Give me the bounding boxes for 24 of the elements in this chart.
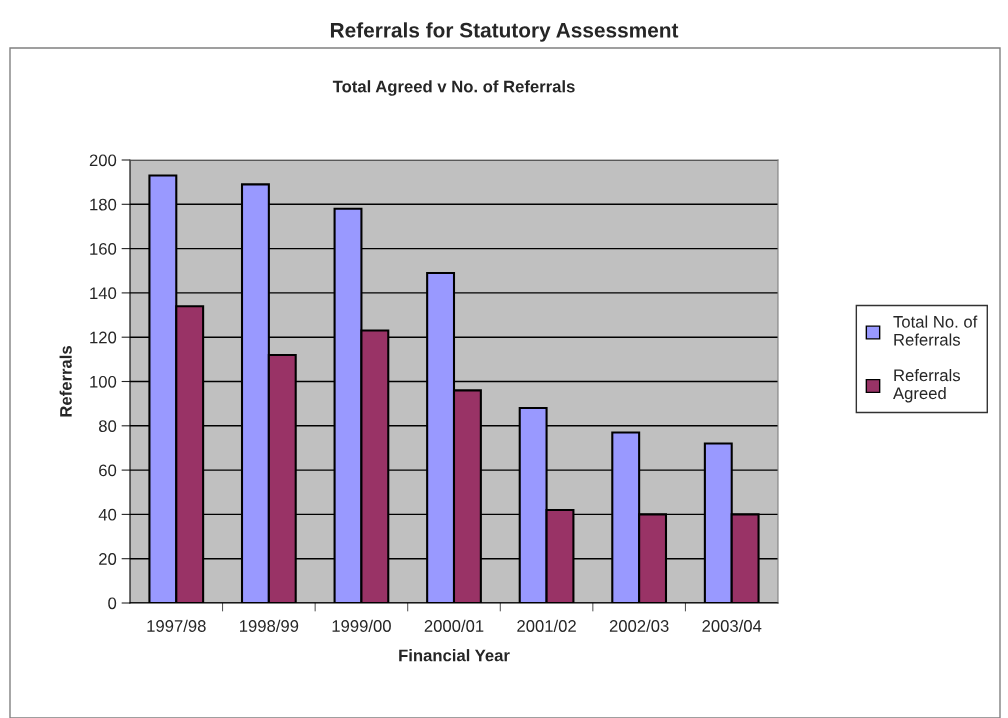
y-tick-label: 200 (89, 154, 117, 167)
x-tick-label: 1997/98 (147, 619, 206, 632)
x-tick-label: 1998/99 (240, 619, 299, 632)
x-tick-label: 2000/01 (424, 619, 484, 632)
y-tick-label: 180 (90, 198, 117, 211)
y-tick-label: 80 (98, 420, 117, 432)
x-axis-title: Financial Year (399, 649, 510, 662)
x-tick-label: 2002/03 (609, 619, 669, 632)
legend-label: Referrals Agreed (893, 369, 961, 403)
x-tick-label: 2001/02 (517, 619, 576, 632)
y-tick-label: 160 (90, 243, 117, 255)
y-tick-label: 40 (98, 508, 117, 521)
legend-label: Total No. of Referrals (893, 315, 978, 346)
y-tick-label: 20 (99, 553, 117, 565)
y-tick-label: 140 (90, 287, 117, 300)
x-tick-label: 1999/00 (332, 619, 391, 632)
y-axis-title: Referrals (59, 346, 72, 417)
y-tick-label: 120 (90, 331, 117, 344)
y-tick-label: 100 (90, 375, 117, 388)
x-tick-label: 2003/04 (702, 619, 762, 632)
y-tick-label: 0 (108, 597, 117, 610)
chart-title: Referrals for Statutory Assessment (330, 22, 679, 42)
chart-subtitle: Total Agreed v No. of Referrals (332, 80, 575, 96)
y-tick-label: 60 (99, 464, 117, 477)
